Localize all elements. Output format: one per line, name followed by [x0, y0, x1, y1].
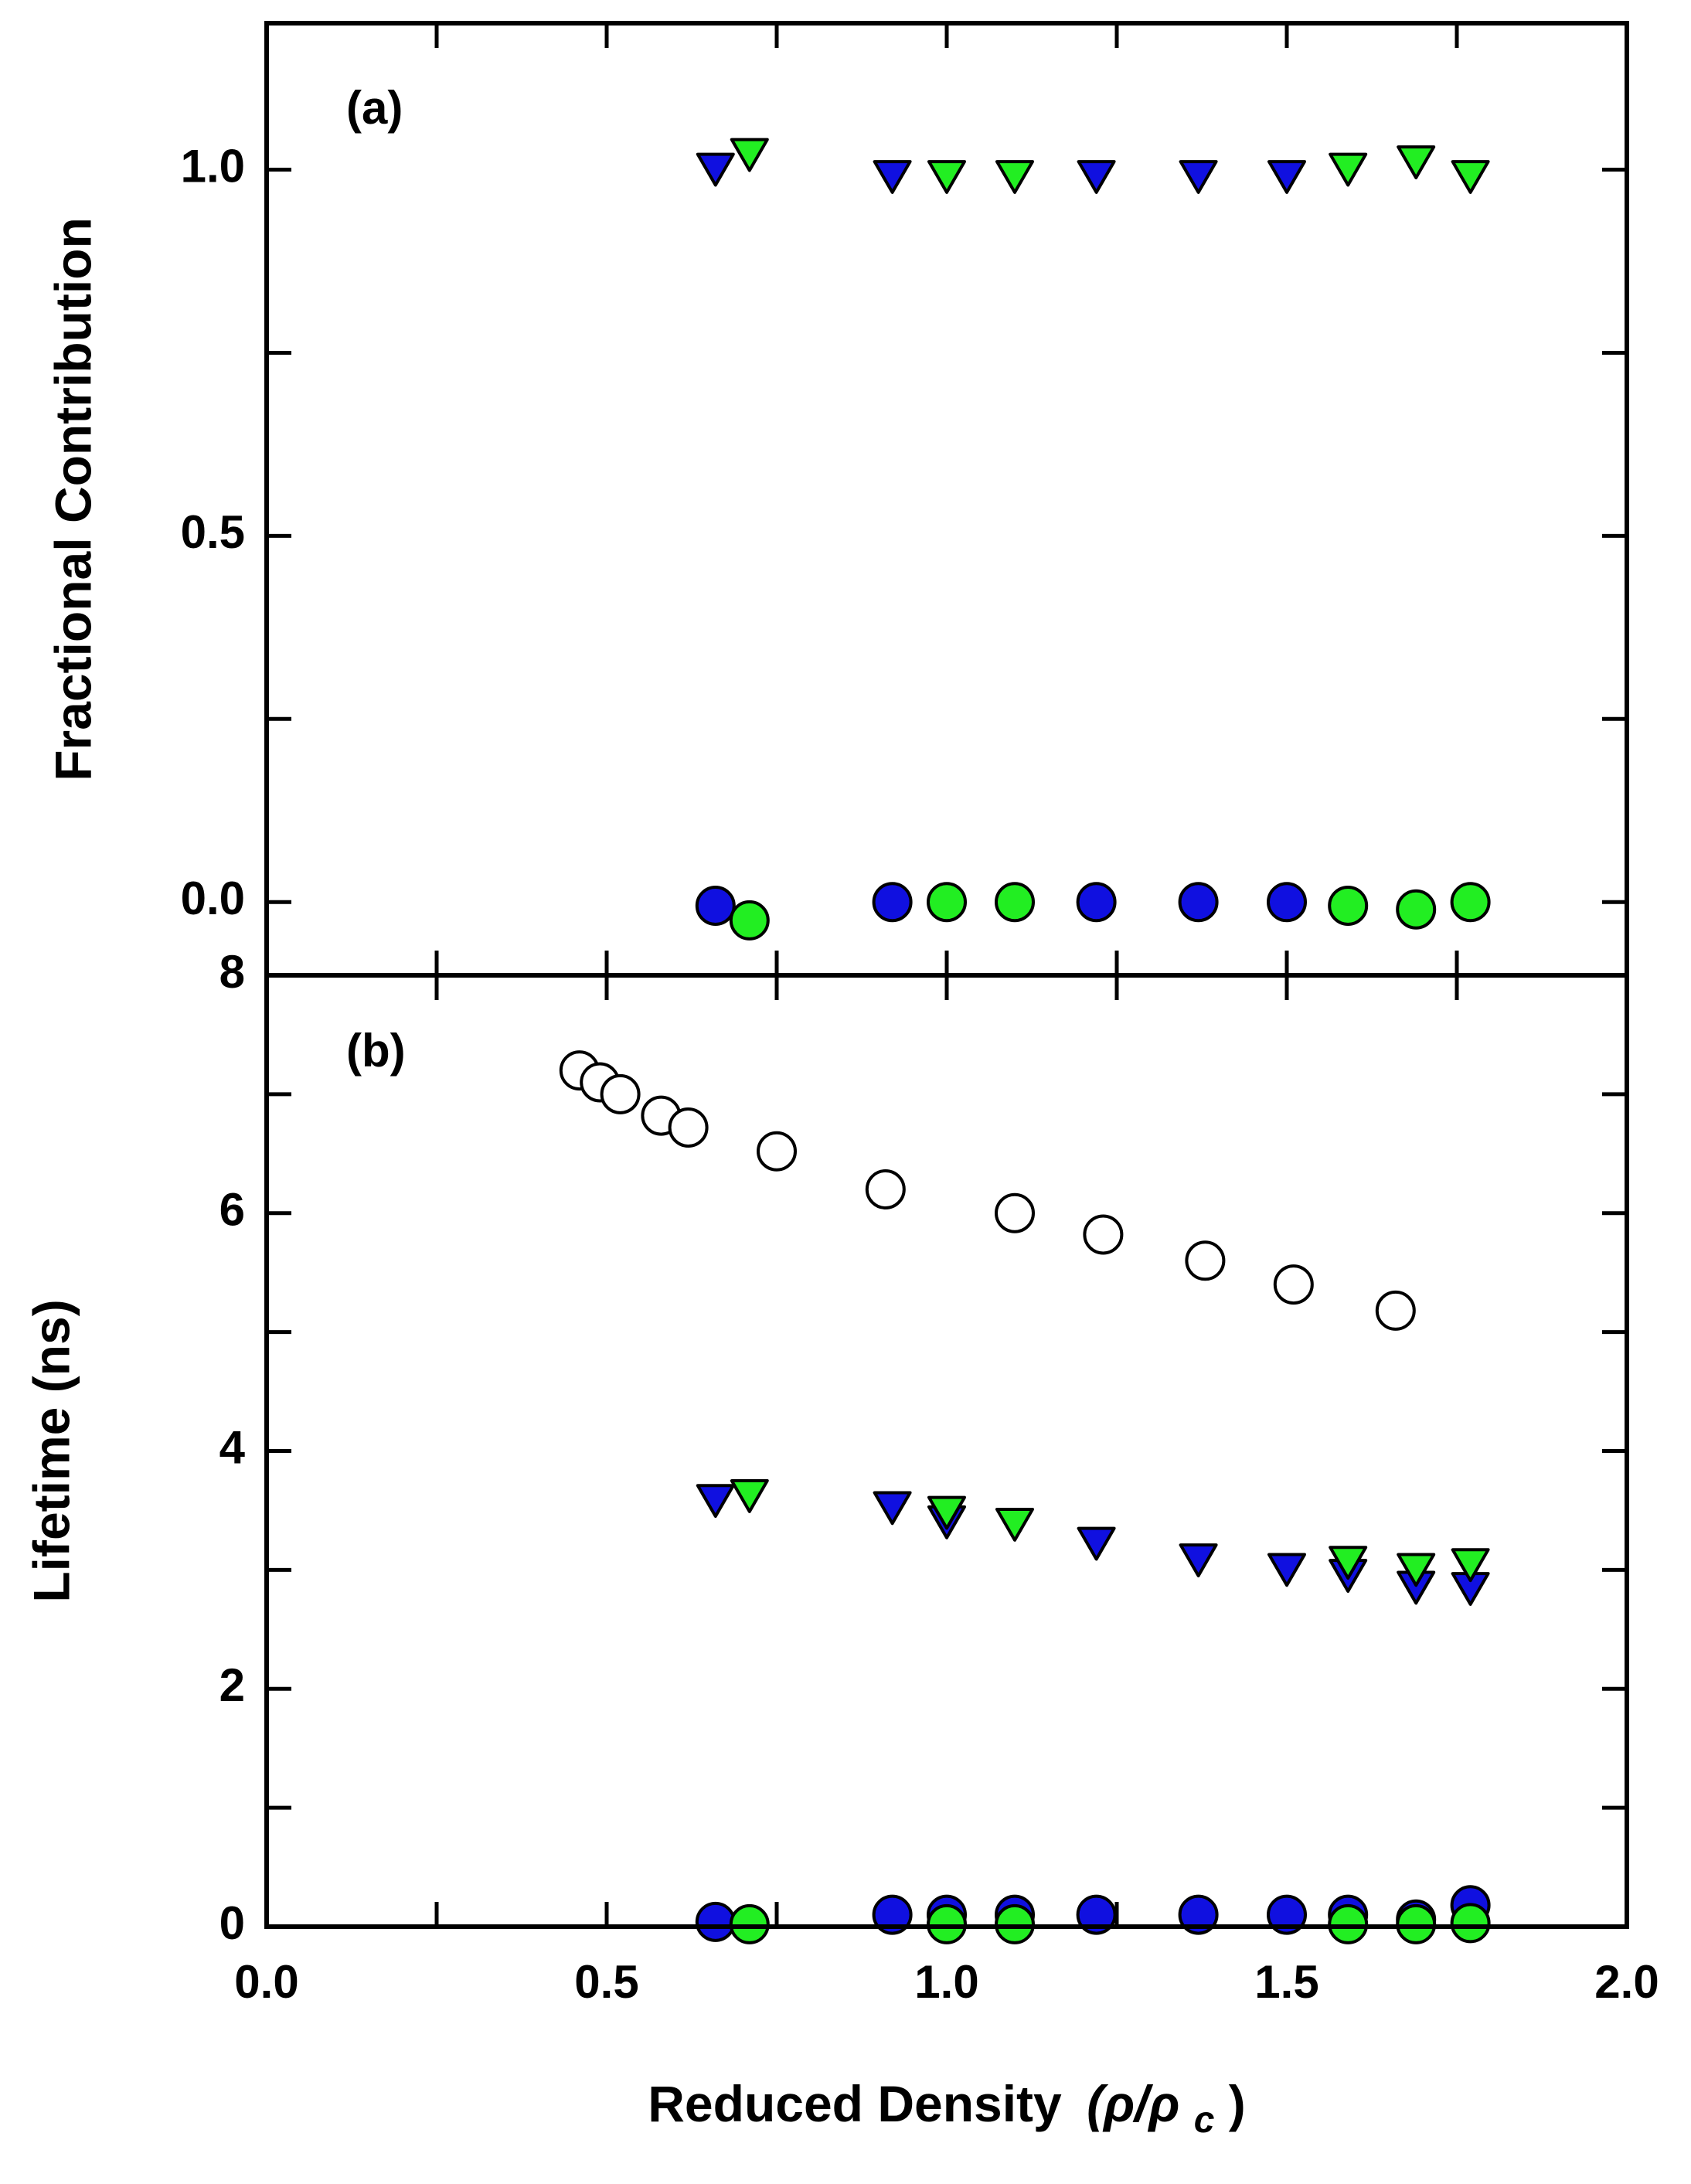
x-tick-label: 2.0: [1594, 1956, 1659, 2008]
x-tick-label: 1.0: [914, 1956, 978, 2008]
blue-triangles-point: [1179, 1543, 1218, 1577]
open-circles-point: [1375, 1290, 1416, 1331]
open-circles-point: [995, 1192, 1035, 1233]
blue-triangles-point: [1077, 160, 1116, 194]
x-axis-title-symbol: (ρ/ρ: [1087, 2075, 1179, 2132]
green-triangles-point: [1329, 1546, 1368, 1580]
blue-circles-point: [1076, 882, 1117, 923]
panel-a-label: (a): [346, 82, 403, 134]
panel-b-label: (b): [346, 1025, 406, 1077]
blue-circles-point: [1178, 882, 1219, 923]
green-circles-point: [927, 1903, 967, 1944]
green-triangles-point: [730, 138, 769, 172]
green-triangles-point: [1451, 160, 1490, 194]
green-triangles-point: [995, 1507, 1034, 1542]
blue-circles-point: [872, 882, 913, 923]
blue-circles-point: [695, 1901, 736, 1942]
y-tick-label: 8: [219, 946, 245, 998]
open-circles-point: [757, 1131, 797, 1172]
green-circles-point: [995, 882, 1035, 923]
x-tick-label: 0.0: [234, 1956, 298, 2008]
panel-a: 0.0 0.5 1.0 (a) Fractional Contribution: [44, 21, 1629, 978]
open-circles-point: [600, 1073, 641, 1114]
x-tick-label: 0.5: [574, 1956, 638, 2008]
blue-circles-point: [1267, 1894, 1307, 1935]
panel-b-frame: [264, 973, 1629, 1929]
y-tick-label: 0.0: [181, 873, 245, 924]
open-circles-point: [668, 1107, 709, 1148]
open-circles-point: [865, 1169, 906, 1209]
green-triangles-point: [1451, 1548, 1490, 1583]
blue-circles-point: [695, 885, 736, 926]
green-circles-point: [1396, 889, 1437, 930]
green-triangles-point: [1397, 145, 1436, 179]
green-triangles-point: [1329, 152, 1368, 187]
panel-a-y-axis-title: Fractional Contribution: [44, 217, 101, 781]
green-circles-point: [729, 1903, 770, 1944]
blue-triangles-point: [696, 1484, 735, 1519]
green-triangles-point: [995, 160, 1034, 194]
y-tick-label: 0: [219, 1897, 245, 1949]
open-circles-point: [1185, 1240, 1226, 1281]
green-circles-point: [1450, 882, 1491, 923]
blue-triangles-point: [1267, 160, 1306, 194]
y-tick-label: 1.0: [181, 140, 245, 192]
blue-triangles-point: [696, 152, 735, 187]
blue-circles-point: [1267, 882, 1307, 923]
blue-triangles-point: [873, 1491, 912, 1526]
y-tick-label: 0.5: [181, 506, 245, 558]
panel-b-y-axis-title: Lifetime (ns): [22, 1299, 80, 1602]
open-circles-point: [1083, 1214, 1124, 1255]
x-axis-title-close: ): [1229, 2075, 1246, 2132]
x-axis-title-subscript: c: [1194, 2100, 1215, 2141]
x-tick-label: 1.5: [1254, 1956, 1318, 2008]
green-circles-point: [1396, 1903, 1437, 1944]
blue-triangles-point: [1077, 1526, 1116, 1561]
y-tick-label: 6: [219, 1184, 245, 1236]
panel-b: 0 2 4 6 8 0.0 0.5 1.0 1.5 2.0 (b) Lifetime (ns): [22, 946, 1659, 2008]
green-circles-point: [729, 900, 770, 941]
blue-circles-point: [872, 1894, 913, 1935]
open-circles-point: [1273, 1264, 1314, 1305]
x-axis-title: Reduced Density (ρ/ρ c ): [648, 2075, 1245, 2143]
blue-circles-point: [1178, 1894, 1219, 1935]
green-circles-point: [1328, 885, 1369, 926]
blue-triangles-point: [1267, 1553, 1306, 1587]
green-circles-point: [1328, 1903, 1369, 1944]
y-tick-label: 2: [219, 1659, 245, 1711]
green-circles-point: [927, 882, 967, 923]
green-circles-point: [1450, 1903, 1491, 1944]
green-triangles-point: [927, 1495, 966, 1530]
blue-circles-point: [1076, 1894, 1117, 1935]
blue-triangles-point: [1179, 160, 1218, 194]
green-triangles-point: [730, 1479, 769, 1513]
y-tick-label: 4: [219, 1421, 246, 1473]
green-triangles-point: [1397, 1553, 1436, 1587]
green-circles-point: [995, 1903, 1035, 1944]
blue-triangles-point: [873, 160, 912, 194]
x-axis-title-text: Reduced Density: [648, 2075, 1062, 2132]
green-triangles-point: [927, 160, 966, 194]
